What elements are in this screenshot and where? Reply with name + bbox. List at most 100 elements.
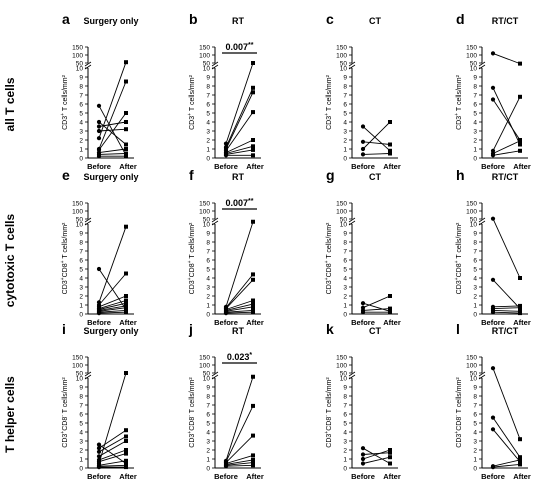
pair-line-1 — [225, 62, 254, 144]
row-label-3: T helper cells — [3, 376, 17, 453]
point-after-5 — [518, 462, 522, 467]
pair-line-1 — [492, 368, 521, 440]
y-axis-label-part: + — [324, 277, 330, 280]
pair-line-3 — [362, 308, 391, 311]
significance-stars: * — [249, 352, 252, 359]
y-tick-label: 9 — [79, 74, 83, 81]
y-tick-label: 5 — [473, 110, 477, 117]
pair-line-2 — [362, 141, 391, 145]
pair-line-5 — [492, 309, 521, 312]
y-tick-label: 8 — [206, 83, 210, 90]
y-tick-label: 4 — [206, 119, 210, 126]
panel-letter: h — [456, 167, 465, 183]
y-axis-label-part: + — [324, 431, 330, 434]
y-tick-label: 100 — [72, 362, 83, 369]
y-tick-label: 4 — [473, 275, 477, 282]
y-tick-label: 9 — [206, 74, 210, 81]
y-tick-label: 100 — [72, 208, 83, 215]
y-tick-label: 2 — [473, 293, 477, 300]
x-tick-label: Before — [87, 472, 111, 481]
y-tick-label: 3 — [206, 128, 210, 135]
x-tick-label: After — [246, 318, 264, 327]
y-tick-label: 1 — [79, 146, 83, 153]
y-tick-label: 50 — [76, 216, 84, 223]
point-after-4 — [251, 453, 255, 458]
point-after-6 — [251, 460, 255, 465]
y-tick-label: 8 — [473, 393, 477, 400]
y-tick-label: 7 — [343, 402, 347, 409]
point-before-2 — [360, 452, 366, 457]
point-after-6 — [518, 311, 522, 316]
y-tick-label: 2 — [473, 137, 477, 144]
point-before-4 — [96, 454, 102, 459]
row-label-2: cytotoxic T cells — [3, 213, 17, 307]
pair-line-6 — [225, 462, 254, 466]
pair-line-6 — [98, 453, 127, 463]
y-tick-label: 2 — [206, 447, 210, 454]
y-tick-label: 10 — [470, 221, 478, 228]
y-tick-label: 50 — [340, 60, 348, 67]
p-value: 0.007 — [226, 42, 249, 52]
pair-line-10 — [98, 311, 127, 314]
row-label-1: all T cells — [3, 77, 17, 131]
y-tick-label: 2 — [79, 293, 83, 300]
pair-line-1 — [362, 126, 391, 152]
point-before-1 — [96, 266, 102, 272]
point-after-10 — [124, 154, 128, 159]
x-tick-label: After — [513, 162, 531, 171]
y-axis-label-part: CD3 — [456, 434, 463, 448]
panel-title: Surgery only — [83, 16, 138, 26]
y-axis-label-part: CD8 — [456, 263, 463, 277]
y-tick-label: 1 — [343, 146, 347, 153]
pair-line-4 — [492, 307, 521, 310]
pair-line-8 — [98, 460, 127, 466]
y-tick-label: 1 — [473, 146, 477, 153]
point-before-1 — [490, 366, 496, 371]
point-before-10 — [96, 311, 102, 316]
y-tick-label: 2 — [343, 137, 347, 144]
pair-line-1 — [225, 376, 254, 461]
point-before-3 — [96, 449, 102, 454]
y-tick-label: 2 — [473, 447, 477, 454]
y-tick-label: 50 — [340, 370, 348, 377]
significance-stars: ** — [248, 42, 254, 49]
y-tick-label: 8 — [343, 239, 347, 246]
pair-line-4 — [98, 440, 127, 457]
y-tick-label: 0 — [343, 465, 347, 472]
y-tick-label: 0 — [206, 465, 210, 472]
y-tick-label: 7 — [206, 92, 210, 99]
point-after-7 — [251, 147, 255, 152]
panel-title: Surgery only — [83, 326, 138, 336]
panel-letter: j — [188, 321, 193, 337]
y-axis-label-part: + — [454, 277, 460, 280]
x-tick-label: After — [246, 472, 264, 481]
y-tick-label: 150 — [466, 44, 477, 51]
y-axis-label-part: + — [324, 113, 330, 116]
point-after-3 — [388, 448, 392, 452]
y-axis-label-part: + — [187, 431, 193, 434]
panel-letter: i — [62, 321, 66, 337]
pair-line-9 — [98, 153, 127, 155]
panel-letter: e — [62, 167, 70, 183]
panel-title: RT — [232, 326, 244, 336]
pair-line-2 — [225, 405, 254, 462]
pair-line-3 — [492, 305, 521, 308]
panel-title: CT — [369, 172, 381, 182]
y-tick-label: 7 — [206, 248, 210, 255]
point-before-3 — [490, 97, 496, 102]
x-tick-label: Before — [87, 318, 111, 327]
y-axis-label: CD3+ T cells/mm² — [60, 74, 69, 129]
significance-label: 0.007** — [226, 42, 254, 53]
pair-line-6 — [492, 311, 521, 314]
y-tick-label: 100 — [466, 52, 477, 59]
y-tick-label: 6 — [79, 257, 83, 264]
point-after-5 — [124, 60, 128, 65]
point-before-3 — [360, 456, 366, 462]
y-tick-label: 5 — [79, 110, 83, 117]
point-after-2 — [518, 142, 522, 147]
point-before-2 — [490, 85, 496, 90]
y-tick-label: 5 — [343, 266, 347, 273]
axis-break-mark — [84, 371, 92, 377]
